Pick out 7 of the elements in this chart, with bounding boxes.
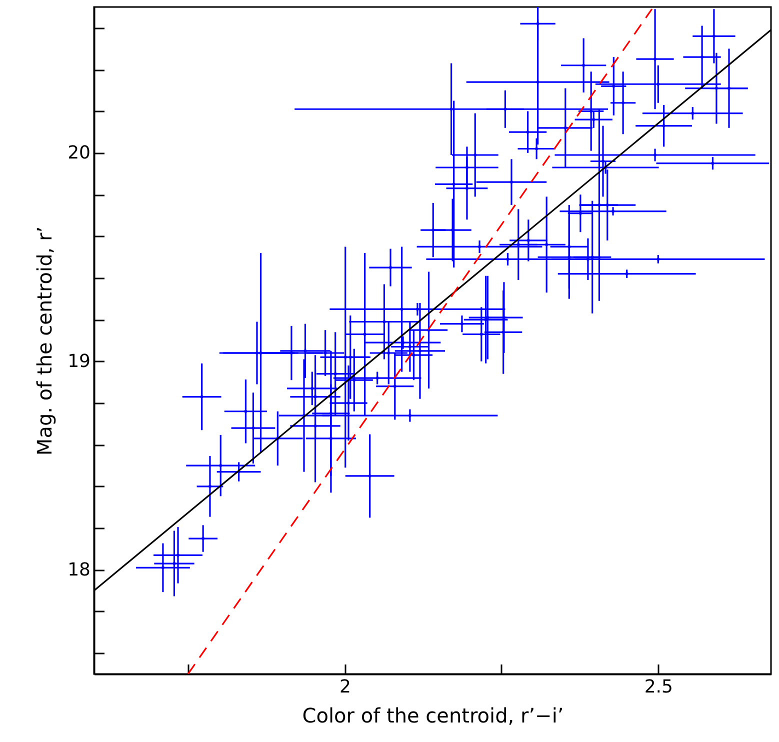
y-tick-label: 19 <box>68 350 90 372</box>
x-tick-label: 2.5 <box>644 676 673 698</box>
x-tick-label: 2 <box>340 676 351 698</box>
y-axis-title: Mag. of the centroid, r’ <box>32 226 57 456</box>
y-tick-label: 18 <box>68 559 90 580</box>
y-tick-label: 20 <box>68 142 90 164</box>
x-axis-title: Color of the centroid, r’−i’ <box>302 704 564 728</box>
